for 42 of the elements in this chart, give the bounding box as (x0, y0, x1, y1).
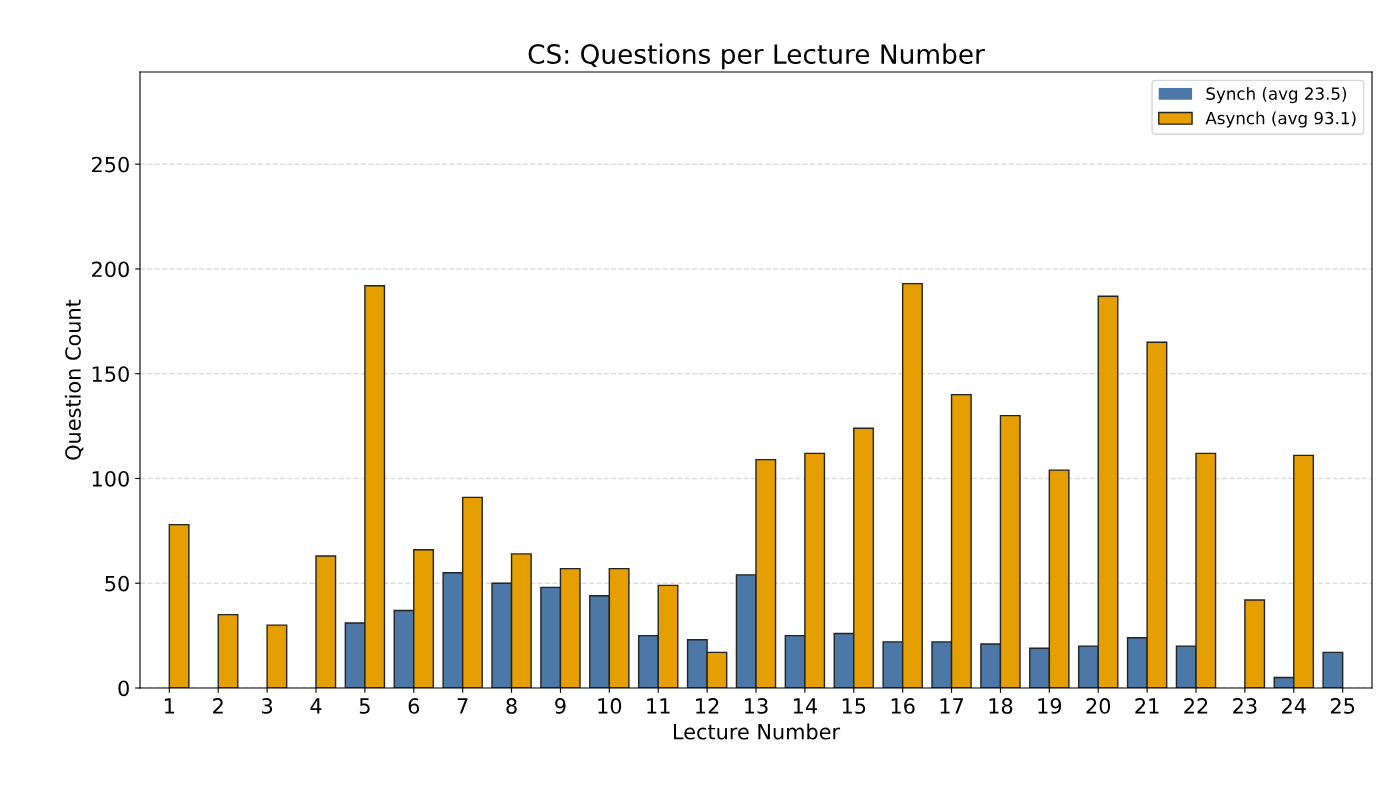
x-tick-label: 18 (989, 698, 1013, 714)
x-tick-label: 6 (408, 698, 420, 714)
legend-label: Asynch (avg 93.1) (1205, 111, 1356, 128)
x-tick-label: 4 (310, 698, 322, 714)
x-tick-label: 8 (506, 698, 517, 714)
x-tick-label: 2 (213, 698, 223, 714)
chart-title: CS: Questions per Lecture Number (528, 43, 985, 70)
x-tick-label: 3 (262, 698, 273, 714)
x-tick-label: 12 (696, 698, 719, 714)
x-tick-label: 9 (555, 698, 566, 714)
y-tick-label: 200 (92, 261, 129, 278)
x-tick-label: 14 (793, 698, 817, 714)
legend-label: Synch (avg 23.5) (1206, 87, 1347, 104)
x-tick-label: 1 (164, 698, 175, 714)
x-tick-label: 16 (891, 698, 915, 714)
x-tick-label: 24 (1282, 698, 1306, 714)
x-tick-label: 21 (1135, 698, 1159, 714)
x-tick-label: 13 (745, 698, 768, 714)
bar (168, 523, 190, 688)
bar (315, 555, 337, 688)
y-tick-label: 100 (92, 470, 129, 487)
x-tick-label: 17 (940, 698, 964, 714)
x-tick-label: 22 (1184, 698, 1208, 714)
y-tick-label: 150 (92, 366, 129, 382)
x-tick-label: 23 (1233, 698, 1257, 714)
x-tick-label: 10 (598, 698, 622, 714)
y-tick-label: 250 (92, 156, 129, 173)
x-tick-label: 11 (647, 698, 670, 714)
x-tick-label: 25 (1330, 698, 1355, 714)
bar (217, 613, 239, 688)
bar (266, 624, 288, 688)
x-tick-label: 5 (359, 698, 370, 714)
x-axis-title: Lecture Number (673, 723, 841, 740)
x-tick-label: 7 (457, 698, 468, 714)
y-tick-label: 0 (118, 680, 129, 697)
bar (1322, 651, 1344, 688)
y-axis-title: Question Count (64, 299, 84, 460)
bar (1244, 599, 1266, 688)
x-tick-label: 19 (1038, 698, 1062, 714)
x-tick-label: 15 (842, 698, 866, 714)
x-tick-label: 20 (1086, 698, 1111, 714)
y-tick-label: 50 (105, 575, 129, 592)
